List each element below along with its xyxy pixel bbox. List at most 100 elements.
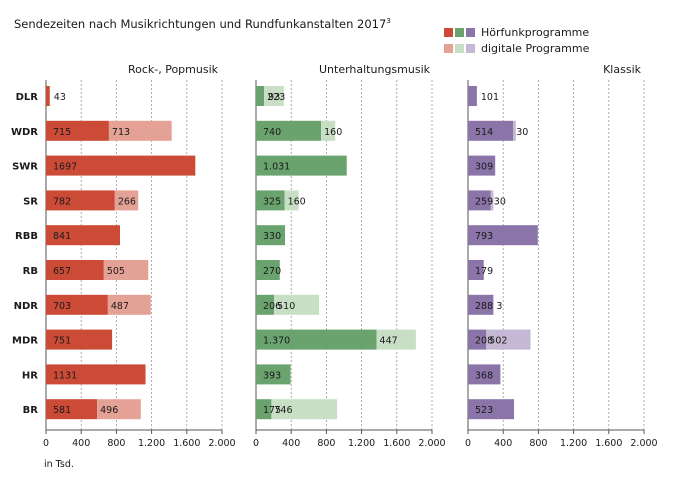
x-tick-label: 800	[529, 438, 547, 449]
x-tick-label: 400	[494, 438, 512, 449]
bar-hoerfunk	[46, 329, 113, 350]
bar-hoerfunk	[256, 399, 272, 420]
legend-hoerfunk: Hörfunkprogramme	[444, 26, 589, 39]
x-tick-label: 800	[107, 438, 125, 449]
value-label-hoerfunk: 208	[475, 336, 493, 347]
value-label-hoerfunk: 782	[53, 196, 71, 207]
legend-swatch	[444, 44, 453, 53]
bar-hoerfunk	[46, 86, 50, 106]
value-label-hoerfunk: 368	[475, 370, 493, 381]
bar-hoerfunk	[256, 364, 291, 385]
value-label-hoerfunk: 288	[475, 301, 493, 312]
title-footnote: 3	[386, 17, 391, 26]
x-tick-label: 1.200	[348, 438, 375, 449]
value-label-hoerfunk: 93	[268, 92, 280, 103]
value-label-digital: 266	[118, 196, 136, 207]
bar-hoerfunk	[46, 225, 121, 246]
value-label-hoerfunk: 715	[53, 127, 71, 138]
x-tick-label: 800	[317, 438, 335, 449]
bar-digital	[486, 329, 531, 350]
value-label-hoerfunk: 1.370	[263, 336, 290, 347]
legend-label: Hörfunkprogramme	[481, 26, 590, 39]
unit-label: in Tsd.	[44, 459, 74, 470]
value-label-hoerfunk: 179	[475, 266, 493, 277]
x-tick-label: 400	[72, 438, 90, 449]
value-label-digital: 447	[380, 336, 398, 347]
value-label-hoerfunk: 793	[475, 231, 493, 242]
value-label-digital: 223	[267, 92, 285, 103]
category-label: SWR	[12, 162, 38, 173]
legend-swatch	[466, 28, 475, 37]
bar-digital	[114, 190, 139, 211]
legend-label: digitale Programme	[481, 42, 590, 55]
bar-hoerfunk	[256, 155, 347, 176]
value-label-hoerfunk: 309	[475, 162, 493, 173]
bar-digital	[321, 120, 336, 141]
legend-swatch	[444, 28, 453, 37]
value-label-digital: 713	[112, 127, 130, 138]
bar-hoerfunk	[256, 294, 275, 315]
bar-hoerfunk	[46, 294, 108, 315]
bar-digital	[271, 399, 338, 420]
value-label-hoerfunk: 657	[53, 266, 71, 277]
bar-digital	[376, 329, 416, 350]
value-label-hoerfunk: 751	[53, 336, 71, 347]
value-label-digital: 487	[111, 301, 129, 312]
bar-hoerfunk	[46, 260, 104, 280]
value-label-hoerfunk: 1131	[53, 370, 77, 381]
category-label: MDR	[12, 336, 38, 347]
value-label-hoerfunk: 175	[263, 405, 281, 416]
value-label-digital: 502	[489, 336, 507, 347]
value-label-digital: 505	[107, 266, 125, 277]
bar-hoerfunk	[256, 225, 286, 246]
legend-swatch	[455, 28, 464, 37]
value-label-digital: 746	[274, 405, 292, 416]
legend-swatch	[466, 44, 475, 53]
bar-hoerfunk	[468, 120, 514, 141]
value-label-digital: 496	[100, 405, 118, 416]
bar-hoerfunk	[468, 399, 515, 420]
value-label-digital: 3	[496, 301, 502, 312]
bar-hoerfunk	[46, 364, 146, 385]
value-label-hoerfunk: 393	[263, 370, 281, 381]
bar-digital	[284, 190, 299, 211]
panel-title: Unterhaltungsmusik	[319, 63, 431, 76]
value-label-hoerfunk: 1697	[53, 162, 77, 173]
x-tick-label: 1.600	[595, 438, 622, 449]
bar-digital	[513, 120, 516, 141]
bar-hoerfunk	[46, 190, 115, 211]
bar-hoerfunk	[468, 155, 496, 176]
category-label: RBB	[15, 231, 38, 242]
bar-digital	[274, 294, 320, 315]
value-label-hoerfunk: 841	[53, 231, 71, 242]
value-label-digital: 160	[288, 196, 306, 207]
bar-hoerfunk	[468, 329, 487, 350]
bar-hoerfunk	[256, 190, 285, 211]
bar-hoerfunk	[468, 190, 491, 211]
value-label-hoerfunk: 43	[54, 92, 66, 103]
value-label-hoerfunk: 703	[53, 301, 71, 312]
value-label-hoerfunk: 740	[263, 127, 281, 138]
category-label: RB	[23, 266, 38, 277]
category-label: SR	[23, 196, 38, 207]
bar-hoerfunk	[256, 86, 265, 106]
category-label: DLR	[16, 92, 39, 103]
x-tick-label: 400	[282, 438, 300, 449]
legend-digital: digitale Programme	[444, 42, 589, 55]
x-tick-label: 1.200	[138, 438, 165, 449]
category-label: NDR	[14, 301, 39, 312]
x-tick-label: 0	[43, 438, 49, 449]
value-label-digital: 510	[277, 301, 295, 312]
bar-hoerfunk	[256, 120, 322, 141]
bar-hoerfunk	[256, 329, 377, 350]
value-label-hoerfunk: 325	[263, 196, 281, 207]
bar-digital	[107, 294, 151, 315]
panel-title: Klassik	[603, 63, 642, 76]
value-label-hoerfunk: 101	[481, 92, 499, 103]
value-label-digital: 160	[324, 127, 342, 138]
bar-hoerfunk	[256, 260, 280, 280]
x-tick-label: 0	[253, 438, 259, 449]
bar-digital	[264, 86, 284, 106]
bar-digital	[490, 190, 494, 211]
bar-hoerfunk	[468, 225, 538, 246]
